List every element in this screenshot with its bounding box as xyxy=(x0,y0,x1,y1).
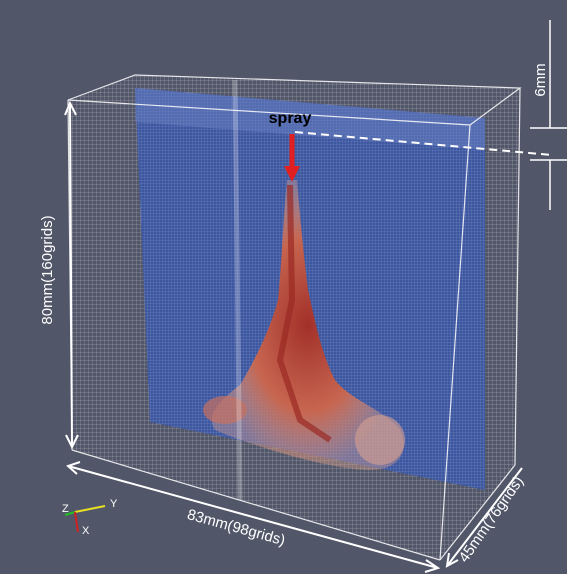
axis-y-label: Y xyxy=(110,498,118,510)
axis-x-label: X xyxy=(82,525,90,537)
gap-label: 6mm xyxy=(532,63,549,96)
scene: spray 6mm 80mm(160grids) 83mm(98grids) 4… xyxy=(0,0,567,574)
axis-z-label: Z xyxy=(62,503,69,515)
page: {"annotations": {"spray": "spray", "top_… xyxy=(0,0,567,574)
spray-label: spray xyxy=(269,110,312,127)
height-label: 80mm(160grids) xyxy=(39,215,56,324)
